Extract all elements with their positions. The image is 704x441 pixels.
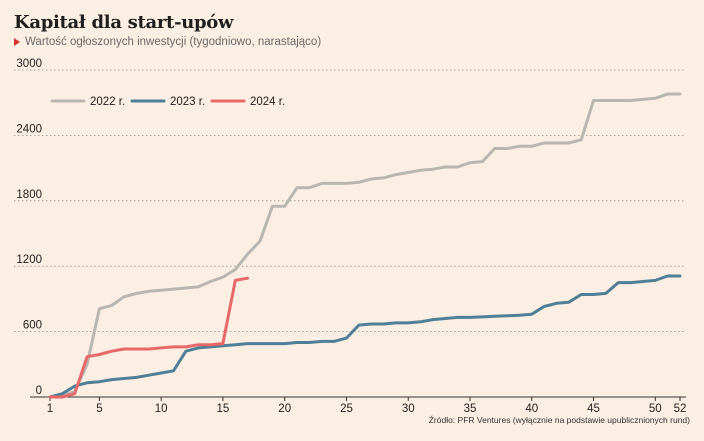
legend-label: 2024 r. xyxy=(250,96,285,108)
chart-subtitle: Wartość ogłoszonych inwestycji (tygodnio… xyxy=(14,36,321,48)
chart-subtitle-text: Wartość ogłoszonych inwestycji (tygodnio… xyxy=(25,36,322,48)
x-tick-label: 45 xyxy=(587,403,600,415)
series-line-1 xyxy=(48,274,682,399)
x-tick-label: 10 xyxy=(155,403,168,415)
x-tick-label: 25 xyxy=(340,403,353,415)
y-tick-label: 3000 xyxy=(16,58,42,70)
x-tick-label: 20 xyxy=(278,403,291,415)
source-note: Źródło: PFR Ventures (wyłącznie na podst… xyxy=(428,415,690,425)
series-lines xyxy=(48,92,682,399)
x-tick-label: 35 xyxy=(464,403,477,415)
y-tick-label: 0 xyxy=(36,385,42,397)
x-axis-ticks: 1 5 10 15 20 25 30 35 40 45 50 52 xyxy=(47,397,687,415)
series-line-0 xyxy=(48,92,682,399)
x-tick-label: 5 xyxy=(96,403,102,415)
y-axis-ticks: 0 600 1200 1800 2400 3000 xyxy=(16,58,42,397)
y-tick-label: 1200 xyxy=(16,254,42,266)
red-marker-icon xyxy=(14,38,20,46)
legend-label: 2023 r. xyxy=(170,96,205,108)
y-tick-label: 2400 xyxy=(16,123,42,135)
x-tick-label: 1 xyxy=(47,403,53,415)
x-tick-label: 15 xyxy=(217,403,230,415)
y-tick-label: 1800 xyxy=(16,189,42,201)
x-tick-label: 52 xyxy=(674,403,687,415)
x-tick-label: 30 xyxy=(402,403,415,415)
x-tick-label: 50 xyxy=(649,403,662,415)
y-tick-label: 600 xyxy=(23,320,42,332)
x-tick-label: 40 xyxy=(525,403,538,415)
chart-title: Kapitał dla start-upów xyxy=(14,12,234,33)
grid-lines xyxy=(14,69,686,398)
legend-label: 2022 r. xyxy=(90,96,125,108)
series-line-2 xyxy=(48,276,250,399)
legend: 2022 r. 2023 r. 2024 r. xyxy=(50,96,285,108)
